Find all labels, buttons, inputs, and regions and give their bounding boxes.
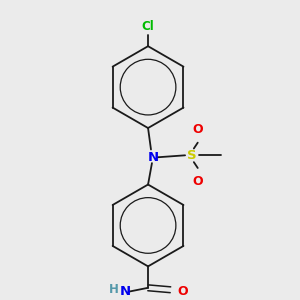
Text: O: O bbox=[192, 123, 203, 136]
Text: N: N bbox=[147, 151, 158, 164]
Text: H: H bbox=[109, 283, 119, 296]
Text: O: O bbox=[192, 175, 203, 188]
Text: N: N bbox=[120, 285, 131, 298]
Text: S: S bbox=[187, 149, 197, 162]
Text: O: O bbox=[177, 285, 188, 298]
Text: Cl: Cl bbox=[142, 20, 154, 33]
